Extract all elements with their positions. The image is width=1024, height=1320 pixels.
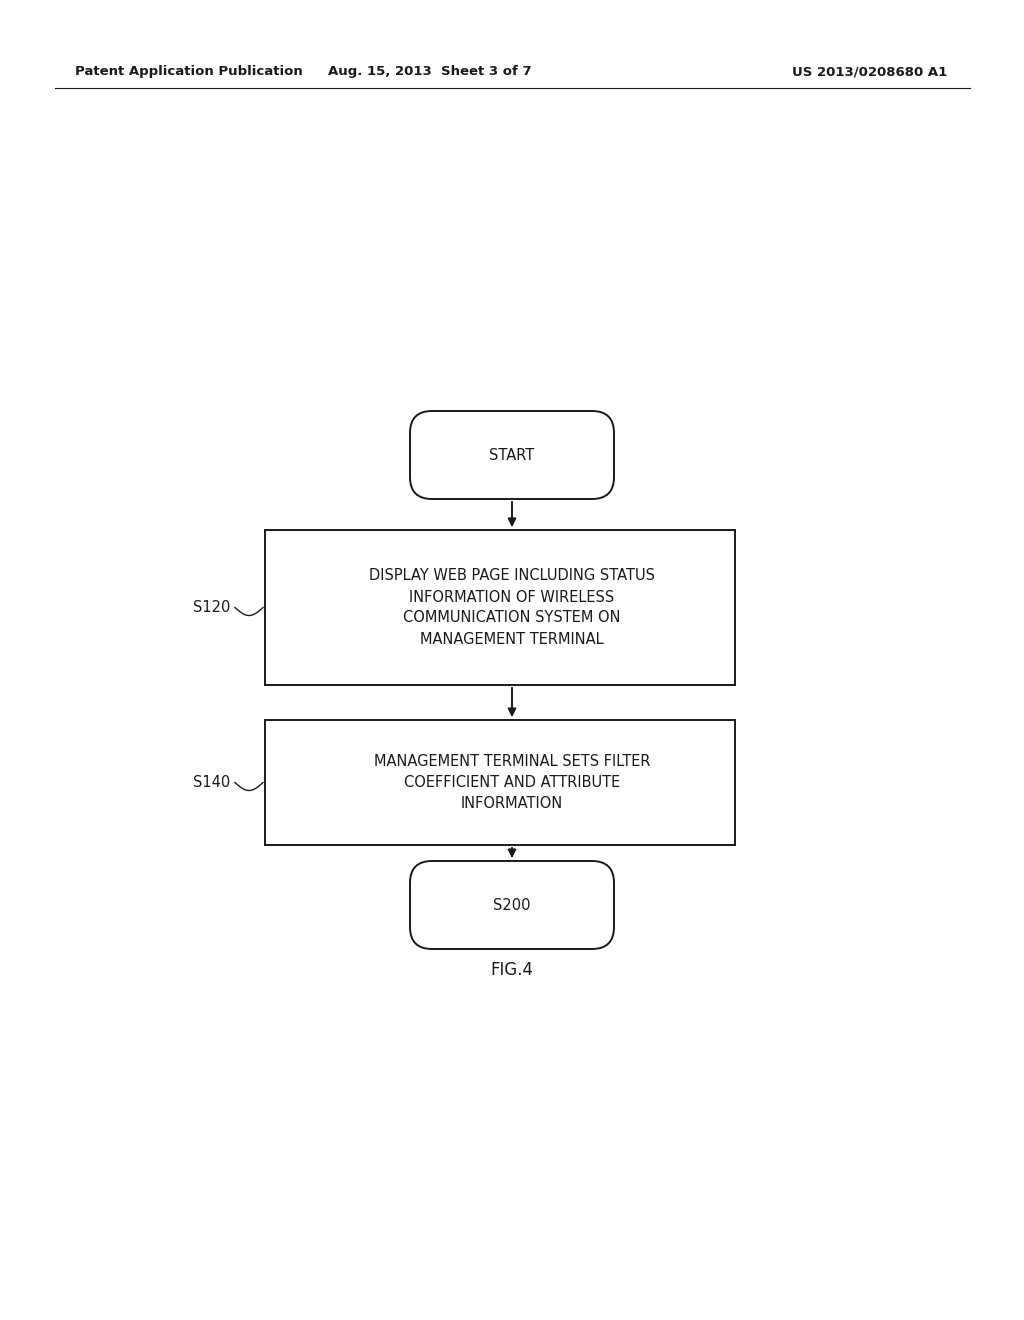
- Text: Aug. 15, 2013  Sheet 3 of 7: Aug. 15, 2013 Sheet 3 of 7: [328, 66, 531, 78]
- Bar: [265, 531, 735, 685]
- FancyBboxPatch shape: [410, 411, 614, 499]
- Text: US 2013/0208680 A1: US 2013/0208680 A1: [793, 66, 947, 78]
- Text: S200: S200: [494, 898, 530, 912]
- Bar: [265, 719, 735, 845]
- Text: MANAGEMENT TERMINAL SETS FILTER
COEFFICIENT AND ATTRIBUTE
INFORMATION: MANAGEMENT TERMINAL SETS FILTER COEFFICI…: [374, 754, 650, 810]
- Text: S140: S140: [193, 775, 230, 789]
- Text: START: START: [489, 447, 535, 462]
- Text: S120: S120: [193, 601, 230, 615]
- FancyBboxPatch shape: [410, 861, 614, 949]
- Text: DISPLAY WEB PAGE INCLUDING STATUS
INFORMATION OF WIRELESS
COMMUNICATION SYSTEM O: DISPLAY WEB PAGE INCLUDING STATUS INFORM…: [369, 569, 655, 647]
- Text: Patent Application Publication: Patent Application Publication: [75, 66, 303, 78]
- Text: FIG.4: FIG.4: [490, 961, 534, 979]
